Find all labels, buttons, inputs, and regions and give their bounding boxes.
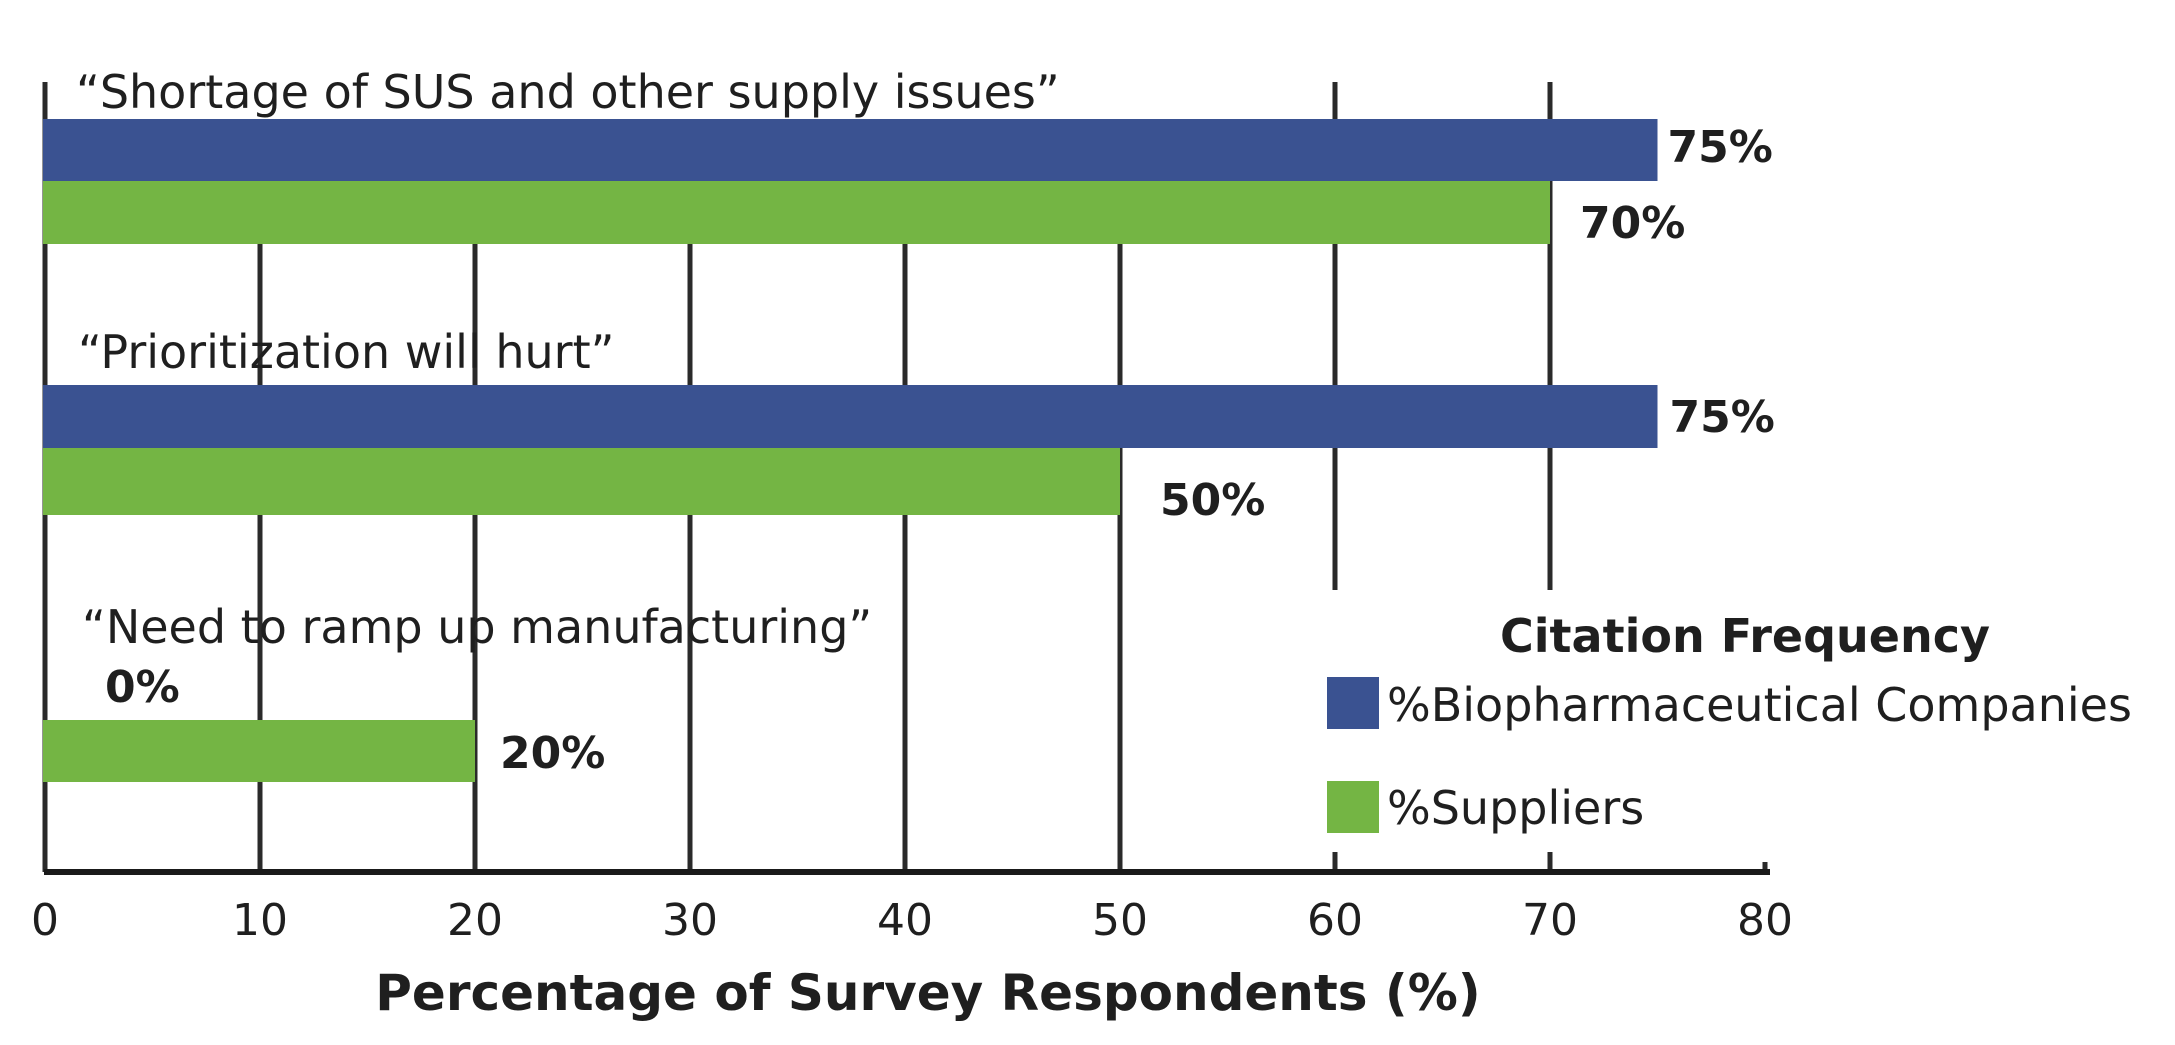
- legend-label-biopharma: %Biopharmaceutical Companies: [1387, 678, 2132, 732]
- category-labels: “Shortage of SUS and other supply issues…: [76, 65, 1060, 654]
- legend-label-suppliers: %Suppliers: [1387, 781, 1644, 835]
- bar-biopharma: [43, 119, 1658, 181]
- category-label: “Need to ramp up manufacturing”: [82, 600, 872, 654]
- legend-swatch-suppliers: [1327, 781, 1379, 833]
- value-label: 70%: [1580, 198, 1685, 249]
- category-label: “Prioritization will hurt”: [78, 325, 614, 379]
- x-axis-title: Percentage of Survey Respondents (%): [375, 964, 1480, 1022]
- x-tick-label: 60: [1307, 895, 1363, 946]
- x-tick-label: 40: [877, 895, 933, 946]
- x-tick-labels: 0 10 20 30 40 50 60 70 80: [31, 895, 1793, 946]
- legend-title: Citation Frequency: [1500, 609, 1990, 663]
- x-tick-label: 70: [1522, 895, 1578, 946]
- value-label: 50%: [1160, 475, 1265, 526]
- x-tick-label: 80: [1737, 895, 1793, 946]
- bar-suppliers: [43, 181, 1550, 244]
- value-label: 0%: [105, 662, 180, 713]
- value-label: 20%: [500, 728, 605, 779]
- legend-swatch-biopharma: [1327, 677, 1379, 729]
- bar-biopharma: [43, 385, 1658, 448]
- x-tick-label: 20: [447, 895, 503, 946]
- bars: [43, 119, 1658, 782]
- category-label: “Shortage of SUS and other supply issues…: [76, 65, 1060, 119]
- bar-suppliers: [43, 448, 1120, 515]
- legend: Citation Frequency %Biopharmaceutical Co…: [1327, 609, 2132, 835]
- x-tick-label: 0: [31, 895, 59, 946]
- x-tick-label: 50: [1092, 895, 1148, 946]
- x-tick-label: 30: [662, 895, 718, 946]
- bar-suppliers: [43, 720, 475, 782]
- legend-background: [1300, 590, 2170, 852]
- value-label: 75%: [1670, 392, 1775, 443]
- value-labels: 75% 75% 0% 70% 50% 20%: [105, 122, 1775, 779]
- x-tick-label: 10: [232, 895, 288, 946]
- value-label: 75%: [1668, 122, 1773, 173]
